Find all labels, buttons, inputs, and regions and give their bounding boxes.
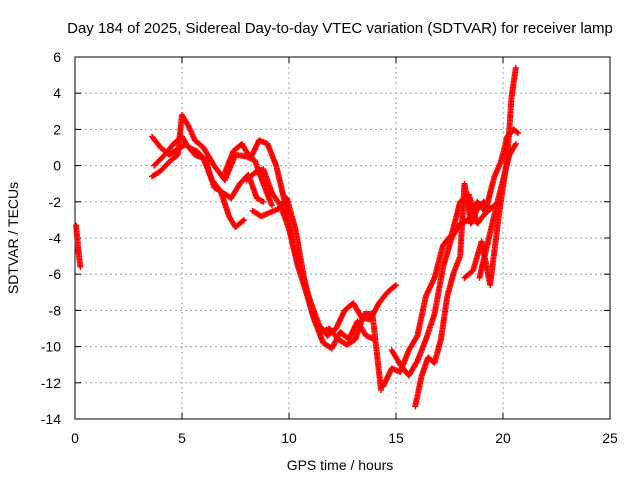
series-pass-6 [249,195,385,394]
data-marker [514,130,521,137]
y-tick-label: -8 [49,302,62,318]
data-marker [378,387,385,394]
y-tick-label: -4 [49,230,62,246]
series-pass-12 [476,140,519,281]
series-pass-5 [243,166,378,352]
data-marker [260,198,267,205]
series-pass-10 [461,64,519,289]
data-marker [77,263,84,270]
y-tick-label: -14 [41,411,61,427]
y-tick-label: -12 [41,375,61,391]
data-marker [512,64,519,71]
y-axis-label: SDTVAR / TECUs [5,182,21,294]
x-axis-label: GPS time / hours [287,457,394,473]
y-tick-label: 4 [53,85,61,101]
series-pass-9 [412,180,494,410]
data-marker [512,140,519,147]
series-pass-11 [482,126,521,213]
series-pass-3 [149,111,275,209]
data-marker [393,282,399,289]
series-pass-8 [388,198,498,379]
grid-layer [75,57,610,419]
data-marker [259,198,266,205]
chart-title: Day 184 of 2025, Sidereal Day-to-day VTE… [67,20,613,37]
x-tick-label: 5 [178,430,186,446]
data-marker [239,217,246,224]
y-tick-label: -2 [49,194,62,210]
series-pass-2 [151,133,267,205]
data-marker [513,129,520,136]
data-marker [391,282,398,289]
y-tick-label: -10 [41,339,61,355]
x-tick-label: 15 [388,430,404,446]
series-early-segment [73,222,84,270]
y-tick-label: 2 [53,121,61,137]
x-tick-label: 10 [281,430,297,446]
data-layer [73,64,521,410]
y-tick-label: 0 [53,158,61,174]
data-marker [241,216,248,223]
x-tick-label: 25 [602,430,618,446]
x-tick-label: 20 [495,430,511,446]
y-tick-label: 6 [53,49,61,65]
data-marker [268,202,275,209]
x-tick-label: 0 [71,430,79,446]
series-pass-1 [149,133,248,231]
y-tick-label: -6 [49,266,62,282]
